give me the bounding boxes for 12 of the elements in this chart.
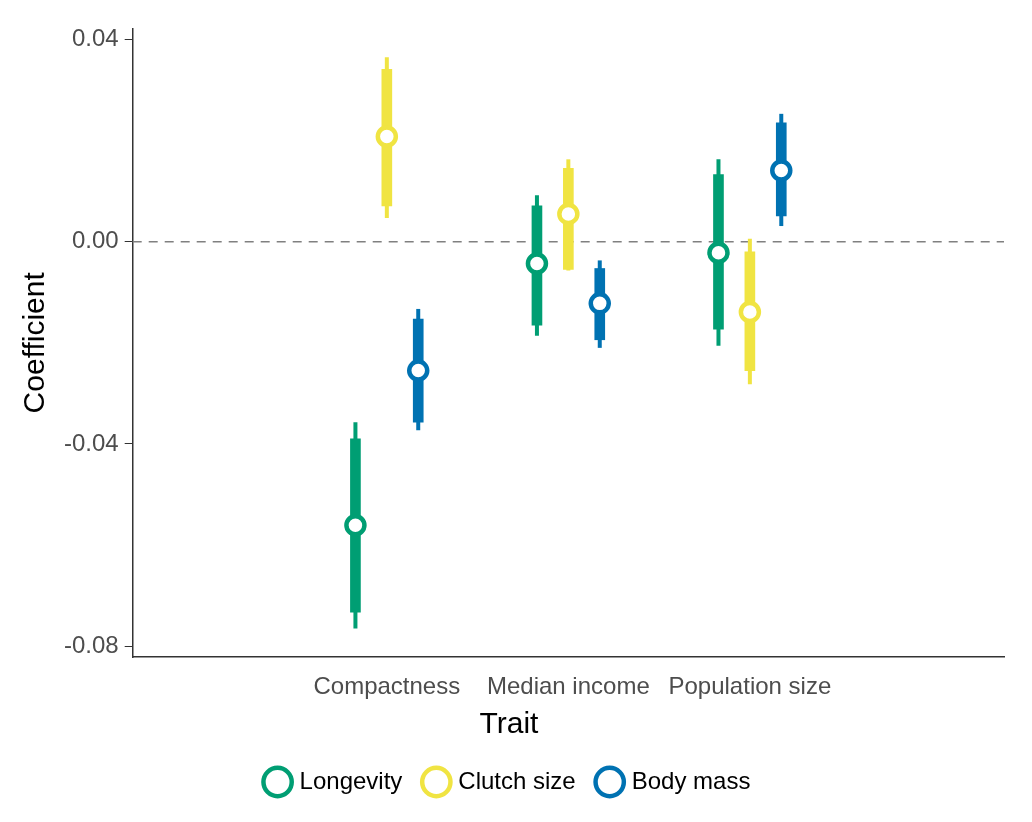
y-axis-title: Coefficient [17,271,51,414]
y-tick-label: -0.08 [64,630,119,658]
y-tick-label: -0.04 [64,428,119,456]
y-tick-label: 0.04 [71,24,119,52]
legend-label: Clutch size [458,766,576,794]
legend-label: Body mass [631,766,751,794]
x-tick-label: Population size [668,672,832,700]
x-tick-label: Median income [486,672,650,700]
x-tick-label: Compactness [313,672,461,700]
legend-label: Longevity [299,766,403,794]
y-tick-label: 0.00 [71,226,119,254]
legend-title: Trait [479,706,540,740]
